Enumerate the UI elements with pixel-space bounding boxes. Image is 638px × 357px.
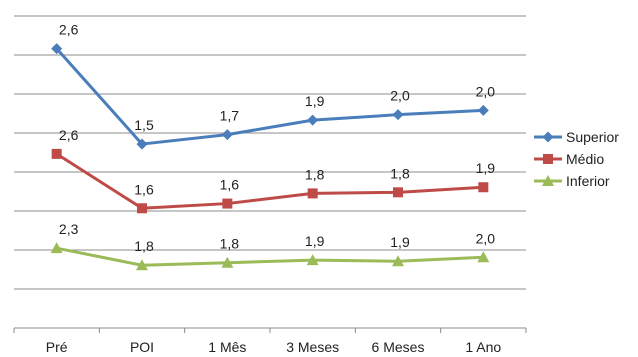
data-label: 1,8 [134,238,154,254]
series-line [55,47,484,146]
triangle-marker [542,175,554,186]
legend-label: Superior [566,129,619,145]
data-label: 1,9 [476,160,496,176]
square-marker [51,148,62,159]
data-label: 1,6 [220,177,240,193]
triangle-marker [50,242,63,254]
data-label: 1,9 [305,233,325,249]
legend-label: Médio [566,151,605,167]
legend-item: Médio [532,148,636,170]
legend-swatch [534,154,562,164]
series-mdio [51,148,489,214]
square-marker [543,154,553,164]
x-tick-label: 3 Meses [286,339,339,355]
triangle-marker [221,256,234,268]
square-marker [137,203,147,214]
diamond-marker [136,138,148,150]
data-label: 1,5 [134,117,154,133]
data-label: 1,9 [390,234,410,250]
square-marker [393,187,403,198]
triangle-marker [392,255,404,267]
x-tick-label: POI [130,339,154,355]
x-tick-label: 1 Ano [465,339,501,355]
data-label: 2,0 [476,230,496,246]
data-label: 1,9 [305,93,325,109]
legend-swatch [534,131,562,143]
series-line [55,152,484,210]
diamond-marker [307,114,319,126]
data-label: 2,6 [59,127,79,143]
x-tick-label: 6 Meses [372,339,425,355]
data-label: 1,8 [220,236,240,252]
square-marker [307,188,318,199]
data-label: 1,8 [390,165,410,181]
legend-swatch [534,175,562,186]
x-axis: Pré POI 1 Mês 3 Meses 6 Meses 1 Ano [13,327,527,355]
data-label: 1,7 [220,108,240,124]
x-tick-label: 1 Mês [208,339,246,355]
triangle-marker [477,251,490,263]
diamond-marker [392,109,404,121]
legend-label: Inferior [566,173,610,189]
data-label: 1,8 [305,166,325,182]
legend: Superior Médio Inferior [532,126,636,192]
data-label: 2,3 [59,221,79,237]
square-marker [222,198,233,209]
data-label: 2,6 [59,22,79,38]
legend-item: Inferior [532,170,636,192]
triangle-marker [136,259,148,271]
data-label: 2,0 [390,88,410,104]
diamond-marker [477,104,489,116]
series-inferior [50,242,490,271]
data-label: 2,0 [476,83,496,99]
square-marker [478,182,489,193]
triangle-marker [306,254,319,266]
series-layer [50,43,490,271]
data-label: 1,6 [134,181,154,197]
data-labels: 2,6 1,5 1,7 1,9 2,0 2,0 2,6 1,6 1,6 1,8 1,8 1,9 2,3 1… [59,22,495,255]
series-superior [51,43,489,150]
diamond-marker [542,131,554,143]
series-line [56,246,484,267]
x-tick-label: Pré [46,339,68,355]
gridlines [14,15,526,290]
diamond-marker [221,129,233,141]
legend-item: Superior [532,126,636,148]
diamond-marker [51,43,63,55]
